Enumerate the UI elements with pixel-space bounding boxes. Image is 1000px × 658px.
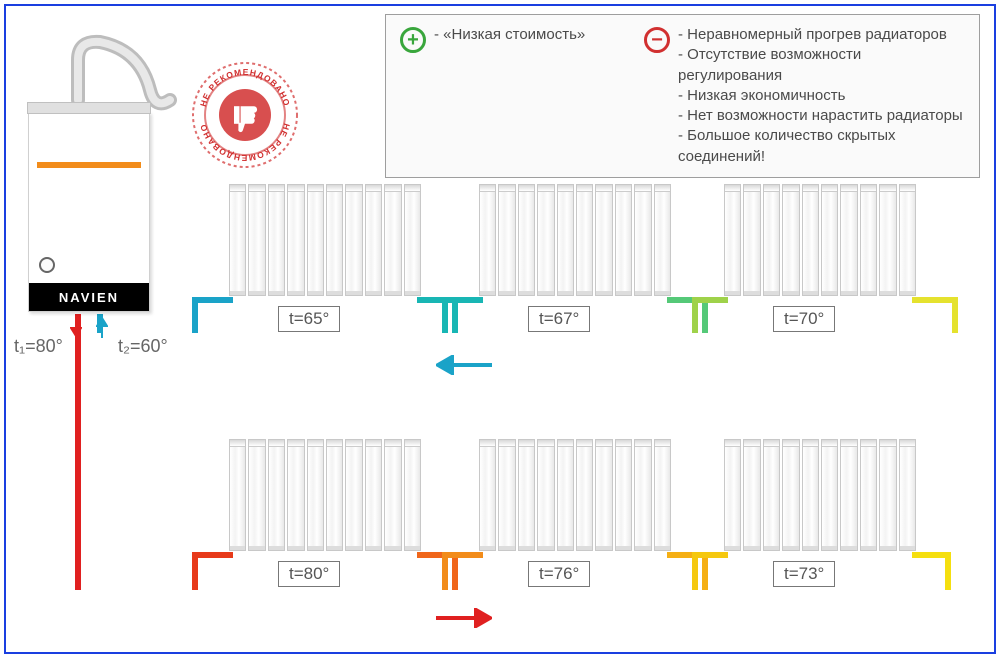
radiator-section [518, 439, 535, 551]
radiator-section [287, 184, 304, 296]
radiator-section [404, 184, 421, 296]
radiator-section [307, 439, 324, 551]
radiator-section [802, 439, 819, 551]
legend-con-3: Нет возможности нарастить радиаторы [678, 106, 965, 126]
radiator-section [782, 439, 799, 551]
radiator-section [860, 439, 877, 551]
radiator-section [634, 439, 651, 551]
radiator-section [782, 184, 799, 296]
arrow-up-icon [96, 316, 108, 338]
radiator-top-1 [475, 180, 675, 300]
temp-top-1: t=67° [528, 306, 590, 332]
radiator-section [229, 439, 246, 551]
radiator-section [326, 439, 343, 551]
radiator-bot-0 [225, 435, 425, 555]
radiator-section [724, 184, 741, 296]
radiator-section [268, 439, 285, 551]
radiator-section [615, 184, 632, 296]
temp-bot-0: t=80° [278, 561, 340, 587]
radiator-section [802, 184, 819, 296]
radiator-section [899, 439, 916, 551]
radiator-top-2 [720, 180, 920, 300]
radiator-section [287, 439, 304, 551]
radiator-section [634, 184, 651, 296]
radiator-bot-1 [475, 435, 675, 555]
radiator-section [821, 439, 838, 551]
radiator-section [879, 184, 896, 296]
radiator-section [537, 439, 554, 551]
radiator-section [615, 439, 632, 551]
radiator-section [537, 184, 554, 296]
plus-icon: + [400, 27, 426, 53]
legend-pro-col: + «Низкая стоимость» [400, 25, 620, 53]
radiator-section [557, 439, 574, 551]
legend-con-4: Большое количество скрытых соединений! [678, 126, 965, 167]
temp-bot-2: t=73° [773, 561, 835, 587]
legend-pro-0: «Низкая стоимость» [434, 25, 585, 45]
radiator-section [840, 184, 857, 296]
legend-con-0: Неравномерный прогрев радиаторов [678, 25, 965, 45]
radiator-section [365, 184, 382, 296]
radiator-section [576, 184, 593, 296]
radiator-section [498, 439, 515, 551]
radiator-section [899, 184, 916, 296]
radiator-section [345, 439, 362, 551]
temp-top-2: t=70° [773, 306, 835, 332]
return-flow-arrow [436, 355, 492, 380]
radiator-section [743, 184, 760, 296]
boiler-band [37, 162, 141, 168]
not-recommended-stamp: НЕ РЕКОМЕНДОВАНО НЕ РЕКОМЕНДОВАНО [190, 60, 300, 170]
radiator-section [229, 184, 246, 296]
radiator-section [879, 439, 896, 551]
supply-flow-arrow [436, 608, 492, 633]
boiler-brand: NAVIEN [29, 283, 149, 311]
radiator-section [345, 184, 362, 296]
radiator-section [479, 439, 496, 551]
radiator-section [557, 184, 574, 296]
temp-top-0: t=65° [278, 306, 340, 332]
legend-pro-lines: «Низкая стоимость» [434, 25, 585, 45]
radiator-section [307, 184, 324, 296]
supply-temp-label: t₁=80° [14, 336, 63, 357]
temp-bot-1: t=76° [528, 561, 590, 587]
legend-box: + «Низкая стоимость» − Неравномерный про… [385, 14, 980, 178]
radiator-section [724, 439, 741, 551]
radiator-section [384, 184, 401, 296]
radiator-section [840, 439, 857, 551]
radiator-section [860, 184, 877, 296]
radiator-section [763, 439, 780, 551]
radiator-section [248, 184, 265, 296]
legend-con-2: Низкая экономичность [678, 86, 965, 106]
return-temp-label: t₂=60° [118, 336, 168, 357]
radiator-section [518, 184, 535, 296]
minus-icon: − [644, 27, 670, 53]
radiator-section [743, 439, 760, 551]
radiator-section [384, 439, 401, 551]
legend-con-lines: Неравномерный прогрев радиаторов Отсутст… [678, 25, 965, 167]
radiator-section [595, 184, 612, 296]
boiler-knob [39, 257, 55, 273]
radiator-section [479, 184, 496, 296]
legend-con-1: Отсутствие возможности регулирования [678, 45, 965, 86]
radiator-section [763, 184, 780, 296]
radiator-section [268, 184, 285, 296]
radiator-section [365, 439, 382, 551]
radiator-section [654, 439, 671, 551]
boiler-io-arrows [70, 316, 108, 338]
radiator-section [248, 439, 265, 551]
radiator-section [654, 184, 671, 296]
radiator-section [404, 439, 421, 551]
radiator-bot-2 [720, 435, 920, 555]
radiator-top-0 [225, 180, 425, 300]
boiler: NAVIEN [28, 112, 150, 312]
radiator-section [326, 184, 343, 296]
radiator-section [576, 439, 593, 551]
arrow-down-icon [70, 316, 82, 338]
radiator-section [821, 184, 838, 296]
radiator-section [595, 439, 612, 551]
legend-con-col: − Неравномерный прогрев радиаторов Отсут… [644, 25, 965, 167]
radiator-section [498, 184, 515, 296]
